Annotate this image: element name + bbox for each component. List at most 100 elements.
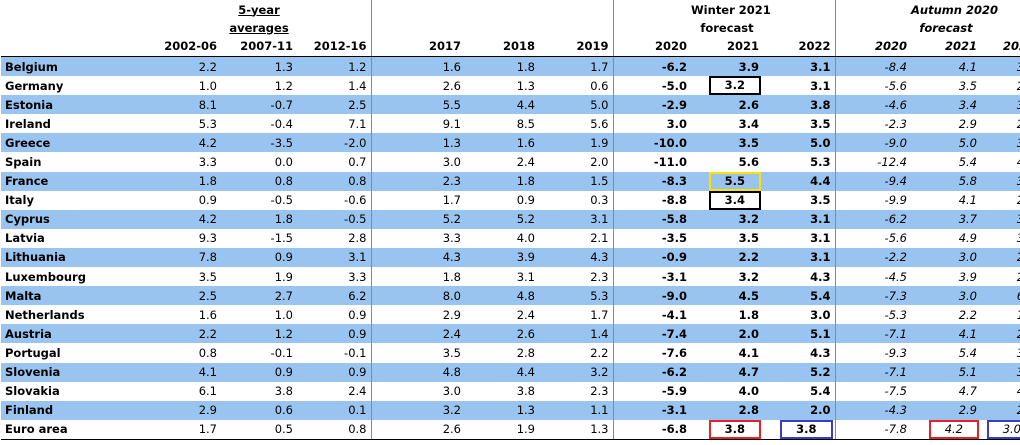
country-name: Austria bbox=[1, 324, 141, 344]
value-cell-w2020: -8.8 bbox=[612, 190, 691, 210]
value-cell-w2022: 5.4 bbox=[810, 384, 831, 399]
value-cell-w2022: 3.1 bbox=[763, 209, 835, 229]
table-row: Luxembourg 3.5 1.9 3.3 1.8 3.1 2.3 -3.1 3.2 4.3 -4… bbox=[1, 267, 1020, 287]
value-cell-avg1: 5.3 bbox=[198, 116, 217, 131]
value-cell-y2019: 4.3 bbox=[539, 247, 613, 268]
col-header: 2019 bbox=[539, 36, 613, 57]
value-cell-avg1: 0.8 bbox=[198, 345, 217, 360]
value-cell-y2017: 5.5 bbox=[370, 95, 465, 115]
value-cell-a2020: -7.1 bbox=[834, 324, 911, 344]
value-cell-y2018: 0.9 bbox=[516, 193, 535, 208]
table-row: Austria 2.2 1.2 0.9 2.4 2.6 1.4 -7.4 2.0 5.1 -7.1 4… bbox=[1, 324, 1020, 344]
value-cell-w2022: 4.4 bbox=[763, 171, 835, 191]
table-row: Spain 3.3 0.0 0.7 3.0 2.4 2.0 -11.0 5.6 5.3 -12.4 5… bbox=[1, 152, 1020, 172]
value-cell-y2019: 1.7 bbox=[590, 307, 609, 322]
value-cell-y2017: 2.6 bbox=[370, 419, 465, 440]
value-cell-y2019: 2.2 bbox=[590, 345, 609, 360]
value-cell-avg2: -3.5 bbox=[221, 133, 297, 153]
table-row: Malta 2.5 2.7 6.2 8.0 4.8 5.3 -9.0 4.5 5.4 -7.3 3.0… bbox=[1, 286, 1020, 306]
value-cell-avg3: 3.1 bbox=[297, 247, 371, 268]
value-cell-a2022: 4.3 bbox=[981, 382, 1020, 401]
value-cell-y2017: 3.3 bbox=[370, 228, 465, 248]
header-row-years: 2002-06 2007-11 2012-16 2017 2018 2019 2… bbox=[1, 36, 1020, 57]
value-cell-avg2: 0.9 bbox=[221, 247, 297, 268]
value-cell-w2022: 3.0 bbox=[810, 307, 831, 322]
value-cell-w2020: -2.9 bbox=[612, 95, 691, 115]
value-cell-y2019: 5.6 bbox=[590, 116, 609, 131]
value-cell-a2020: -2.3 bbox=[834, 114, 911, 134]
value-cell-avg3: -0.5 bbox=[297, 209, 371, 229]
value-cell-avg3: 6.2 bbox=[297, 286, 371, 306]
value-cell-y2017: 1.8 bbox=[370, 267, 465, 287]
value-cell-a2020: -9.4 bbox=[834, 171, 911, 191]
country-name: Portugal bbox=[5, 345, 61, 360]
value-cell-w2022: 5.0 bbox=[763, 133, 835, 153]
value-cell-w2020: -0.9 bbox=[612, 247, 691, 268]
value-cell-avg2: 0.0 bbox=[274, 155, 293, 170]
country-name: Lithuania bbox=[1, 247, 141, 268]
value-cell-y2017: 4.8 bbox=[370, 362, 465, 382]
country-name: Ireland bbox=[5, 116, 51, 131]
col-header: 2007-11 bbox=[221, 36, 297, 57]
value-cell-a2020: -7.3 bbox=[834, 286, 911, 306]
value-cell-y2018: 1.3 bbox=[516, 78, 535, 93]
table-row: Ireland 5.3 -0.4 7.1 9.1 8.5 5.6 3.0 3.4 3.5 -2.3 2… bbox=[1, 114, 1020, 134]
value-cell-avg1: 4.2 bbox=[141, 209, 221, 229]
value-cell-w2020: -7.6 bbox=[612, 343, 691, 363]
value-cell-avg2: 0.8 bbox=[221, 171, 297, 191]
value-cell-avg1: 8.1 bbox=[141, 95, 221, 115]
value-cell-y2019: 2.1 bbox=[590, 231, 609, 246]
country-name: Spain bbox=[5, 155, 42, 170]
value-cell-avg2: 0.6 bbox=[221, 400, 297, 420]
value-cell-y2019: 1.4 bbox=[539, 324, 613, 344]
value-cell-y2019: 3.2 bbox=[539, 362, 613, 382]
value-cell-w2020: -4.1 bbox=[612, 305, 691, 325]
col-header: 2020 bbox=[612, 36, 691, 57]
value-cell-avg2: 1.9 bbox=[274, 269, 293, 284]
value-cell-y2017: 4.3 bbox=[370, 247, 465, 268]
value-cell-w2021: 3.9 bbox=[691, 56, 763, 77]
country-name: Germany bbox=[5, 78, 64, 93]
value-cell-avg2: 1.0 bbox=[274, 307, 293, 322]
value-cell-avg2: 1.8 bbox=[221, 209, 297, 229]
country-name: Slovakia bbox=[5, 384, 60, 399]
table-row: Netherlands 1.6 1.0 0.9 2.9 2.4 1.7 -4.1 1.8 3.0-… bbox=[1, 305, 1020, 325]
value-cell-w2022: 5.4 bbox=[763, 286, 835, 306]
value-cell-y2017: 5.2 bbox=[370, 209, 465, 229]
value-cell-a2022: 3.0 bbox=[981, 419, 1020, 440]
value-cell-y2017: 2.4 bbox=[370, 324, 465, 344]
value-cell-avg3: -2.0 bbox=[297, 133, 371, 153]
value-cell-y2017: 3.0 bbox=[370, 381, 465, 401]
table-row: Greece 4.2 -3.5 -2.0 1.3 1.6 1.9 -10.0 3.5 5.0 -9.… bbox=[1, 133, 1020, 153]
value-cell-w2021: 3.2 bbox=[691, 76, 763, 96]
value-cell-avg1: 1.6 bbox=[198, 307, 217, 322]
value-cell-avg2: 0.9 bbox=[221, 362, 297, 382]
value-cell-a2020: -12.4 bbox=[834, 152, 911, 172]
value-cell-w2022: 3.1 bbox=[810, 78, 831, 93]
value-cell-avg2: -0.1 bbox=[270, 345, 293, 360]
value-cell-a2021: 5.1 bbox=[911, 362, 981, 382]
value-cell-w2020: -8.3 bbox=[612, 171, 691, 191]
value-cell-a2020: -5.6 bbox=[834, 228, 911, 248]
value-cell-a2021: 3.4 bbox=[911, 95, 981, 115]
value-cell-avg3: 1.2 bbox=[297, 56, 371, 77]
value-cell-a2020: -6.2 bbox=[834, 209, 911, 229]
value-cell-a2020: -8.4 bbox=[834, 56, 911, 77]
col-header: 2020 bbox=[834, 36, 911, 57]
value-cell-w2020: -5.9 bbox=[612, 381, 691, 401]
country-name: Belgium bbox=[1, 56, 141, 77]
country-name: Greece bbox=[1, 133, 141, 153]
value-cell-a2020: -9.0 bbox=[834, 133, 911, 153]
value-cell-avg3: 0.7 bbox=[348, 155, 367, 170]
value-cell-a2021: 4.1 bbox=[911, 56, 981, 77]
value-cell-a2021: 3.5 bbox=[958, 78, 977, 93]
value-cell-y2019: 3.1 bbox=[539, 209, 613, 229]
value-cell-a2021: 3.0 bbox=[911, 286, 981, 306]
value-cell-avg1: 1.7 bbox=[141, 419, 221, 440]
value-cell-avg2: -0.7 bbox=[221, 95, 297, 115]
highlight-box: 4.2 bbox=[928, 419, 980, 439]
value-cell-w2021: 3.5 bbox=[738, 231, 759, 246]
value-cell-y2018: 2.8 bbox=[516, 345, 535, 360]
table-row: Belgium 2.2 1.3 1.2 1.6 1.8 1.7 -6.2 3.9 3.1 -8.4 4… bbox=[1, 56, 1020, 77]
value-cell-w2022: 3.5 bbox=[810, 116, 831, 131]
